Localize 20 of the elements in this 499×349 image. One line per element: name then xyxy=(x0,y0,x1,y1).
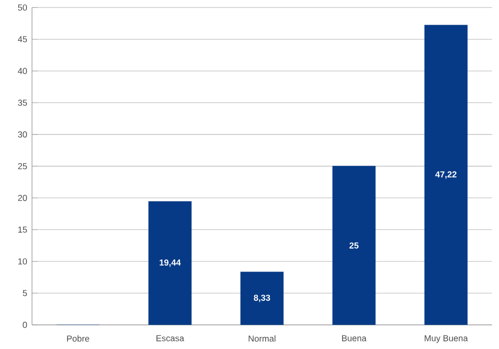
data-label: 25 xyxy=(349,242,359,249)
y-tick-label: 0 xyxy=(22,322,27,328)
y-tick-label: 15 xyxy=(18,226,27,233)
x-tick-label: Normal xyxy=(248,335,276,342)
y-tick-label: 40 xyxy=(18,68,27,74)
y-tick-label: 50 xyxy=(18,4,27,11)
y-tick-label: 45 xyxy=(18,36,27,42)
data-label: 19,44 xyxy=(160,260,181,267)
data-label: 8,33 xyxy=(254,294,270,302)
y-tick-label: 25 xyxy=(18,163,27,170)
y-tick-label: 35 xyxy=(18,100,27,106)
y-tick-label: 5 xyxy=(22,290,27,296)
y-tick-label: 30 xyxy=(18,131,27,138)
y-tick-label: 20 xyxy=(18,194,27,202)
x-tick-label: Escasa xyxy=(156,335,184,342)
x-tick-label: Muy Buena xyxy=(424,335,468,344)
x-tick-label: Buena xyxy=(342,335,367,342)
y-tick-label: 10 xyxy=(18,258,27,265)
data-label: 47,22 xyxy=(435,171,456,179)
x-tick-label: Pobre xyxy=(67,335,90,342)
